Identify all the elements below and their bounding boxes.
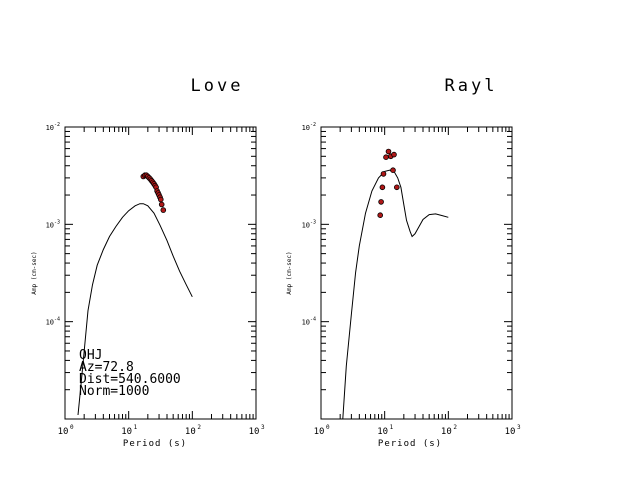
x-tick-label-exp: 1 [134, 424, 138, 431]
y-tick-label: 10 -4 [302, 317, 316, 327]
x-tick-label-base: 10 [377, 427, 388, 437]
y-tick-label: 10 -2 [302, 122, 316, 132]
y-axis-label-love: Amp (cm-sec) [31, 251, 38, 294]
x-axis-label-love: Period (s) [123, 439, 187, 449]
x-tick-label: 10 2 [441, 424, 457, 437]
y-tick-label-base: 10 [302, 124, 310, 132]
y-tick-label: 10 -3 [46, 219, 60, 229]
y-tick-label-exp: -3 [310, 219, 316, 225]
y-tick-label-exp: -4 [310, 317, 316, 323]
x-tick-label-base: 10 [505, 427, 516, 437]
data-point [158, 196, 164, 203]
x-tick-label-exp: 1 [390, 424, 394, 431]
marks-love [77, 172, 193, 416]
tick-labels-love: 10 0 10 1 10 2 10 310 -210 -310 -4 [46, 122, 265, 437]
x-tick-label-base: 10 [185, 427, 196, 437]
x-tick-label-exp: 3 [517, 424, 521, 431]
panel-title-love: Love [191, 76, 244, 96]
data-point [385, 148, 392, 155]
ticks-rayl [320, 127, 513, 420]
x-tick-label-exp: 3 [261, 424, 265, 431]
x-tick-label: 10 2 [185, 424, 201, 437]
plot-frame-love [64, 126, 257, 420]
station-annotation: OHJ Az=72.8 Dist=540.6000 Norm=1000 [79, 348, 181, 399]
love-panel: Love 10 0 10 1 10 2 10 310 -210 -310 -4 Period (s)… [31, 76, 265, 449]
x-tick-label-base: 10 [441, 427, 452, 437]
x-tick-label-base: 10 [314, 427, 325, 437]
data-point [391, 151, 397, 158]
y-tick-label: 10 -3 [302, 219, 316, 229]
data-point [390, 167, 396, 174]
y-tick-label-base: 10 [302, 319, 310, 327]
ticks-love [64, 127, 257, 420]
model-curve [77, 203, 193, 416]
data-point [393, 184, 400, 191]
data-point [378, 199, 384, 205]
x-tick-label-exp: 0 [70, 424, 74, 431]
data-point [379, 184, 386, 191]
x-tick-label: 10 1 [377, 424, 393, 437]
plot-frame-rayl [320, 126, 513, 420]
y-tick-label-base: 10 [46, 124, 54, 132]
data-point [383, 154, 389, 161]
y-tick-label-base: 10 [46, 319, 54, 327]
x-tick-label-exp: 2 [197, 424, 201, 431]
x-tick-label-exp: 2 [453, 424, 457, 431]
panel-title-rayl: Rayl [445, 76, 498, 96]
y-tick-label-base: 10 [46, 221, 54, 229]
y-tick-label: 10 -2 [46, 122, 60, 132]
annotation-distance: Dist=540.6000 [79, 372, 181, 387]
data-point [158, 201, 165, 208]
x-tick-label: 10 0 [58, 424, 74, 437]
x-axis-label-rayl: Period (s) [378, 439, 442, 449]
y-tick-label: 10 -4 [46, 317, 60, 327]
annotation-station: OHJ [79, 348, 102, 363]
data-point [160, 207, 167, 213]
marks-rayl [342, 148, 449, 420]
x-tick-label: 10 0 [314, 424, 330, 437]
y-tick-label-exp: -4 [54, 317, 60, 323]
annotation-norm: Norm=1000 [79, 384, 149, 399]
x-tick-label-base: 10 [249, 427, 260, 437]
rayleigh-panel: Rayl 10 0 10 1 10 2 10 310 -210 -310 -4 Period (s)… [286, 76, 521, 449]
y-tick-label-exp: -2 [310, 122, 316, 128]
y-tick-label-exp: -2 [54, 122, 60, 128]
x-tick-label-exp: 0 [326, 424, 330, 431]
annotation-azimuth: Az=72.8 [79, 360, 134, 375]
tick-labels-rayl: 10 0 10 1 10 2 10 310 -210 -310 -4 [302, 122, 521, 437]
model-curve [342, 169, 449, 420]
y-tick-label-base: 10 [302, 221, 310, 229]
y-tick-label-exp: -3 [54, 219, 60, 225]
x-tick-label-base: 10 [121, 427, 132, 437]
data-point [377, 212, 384, 219]
x-tick-label: 10 3 [249, 424, 265, 437]
x-tick-label: 10 1 [121, 424, 137, 437]
y-axis-label-rayl: Amp (cm-sec) [286, 251, 293, 294]
x-tick-label-base: 10 [58, 427, 69, 437]
x-tick-label: 10 3 [505, 424, 521, 437]
data-point [380, 171, 387, 177]
